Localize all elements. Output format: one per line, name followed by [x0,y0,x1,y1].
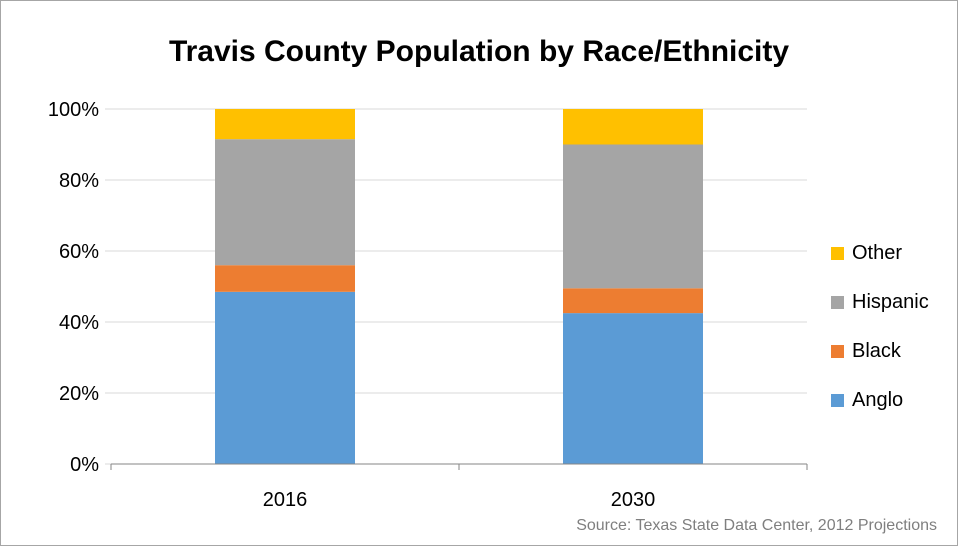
legend-label: Black [852,340,901,362]
legend-item-other: Other [831,229,929,278]
y-axis-ticks: 0% 20% 40% 60% 80% 100% [48,99,99,476]
x-tick-label: 2016 [263,489,308,511]
legend-item-black: Black [831,327,929,376]
legend-item-anglo: Anglo [831,376,929,425]
y-tick-label: 60% [59,241,99,263]
legend-label: Anglo [852,389,904,411]
y-tick-label: 100% [48,99,99,121]
bar-segment-other-2030 [563,109,703,145]
y-tick-label: 80% [59,170,99,192]
source-note: Source: Texas State Data Center, 2012 Pr… [576,517,937,534]
legend-label: Other [852,242,903,264]
x-axis [110,463,808,470]
bar-segment-anglo-2030 [563,313,703,464]
bar-segment-anglo-2016 [215,291,355,464]
bar-segment-black-2016 [215,265,355,292]
legend-label: Hispanic [852,291,929,313]
bar-segment-other-2016 [215,109,355,140]
y-tick-label: 0% [70,454,99,476]
chart-title: Travis County Population by Race/Ethnici… [168,35,790,68]
y-tick-label: 40% [59,312,99,334]
bar-segment-hispanic-2016 [215,139,355,266]
legend-swatch [831,296,844,309]
legend: Other Hispanic Black Anglo [831,229,929,425]
bars [215,109,703,464]
legend-swatch [831,394,844,407]
y-tick-label: 20% [59,383,99,405]
legend-item-hispanic: Hispanic [831,278,929,327]
bar-segment-hispanic-2030 [563,144,703,289]
x-axis-ticks: 2016 2030 [263,489,656,511]
legend-swatch [831,247,844,260]
x-tick-label: 2030 [611,489,656,511]
legend-swatch [831,345,844,358]
bar-segment-black-2030 [563,288,703,314]
